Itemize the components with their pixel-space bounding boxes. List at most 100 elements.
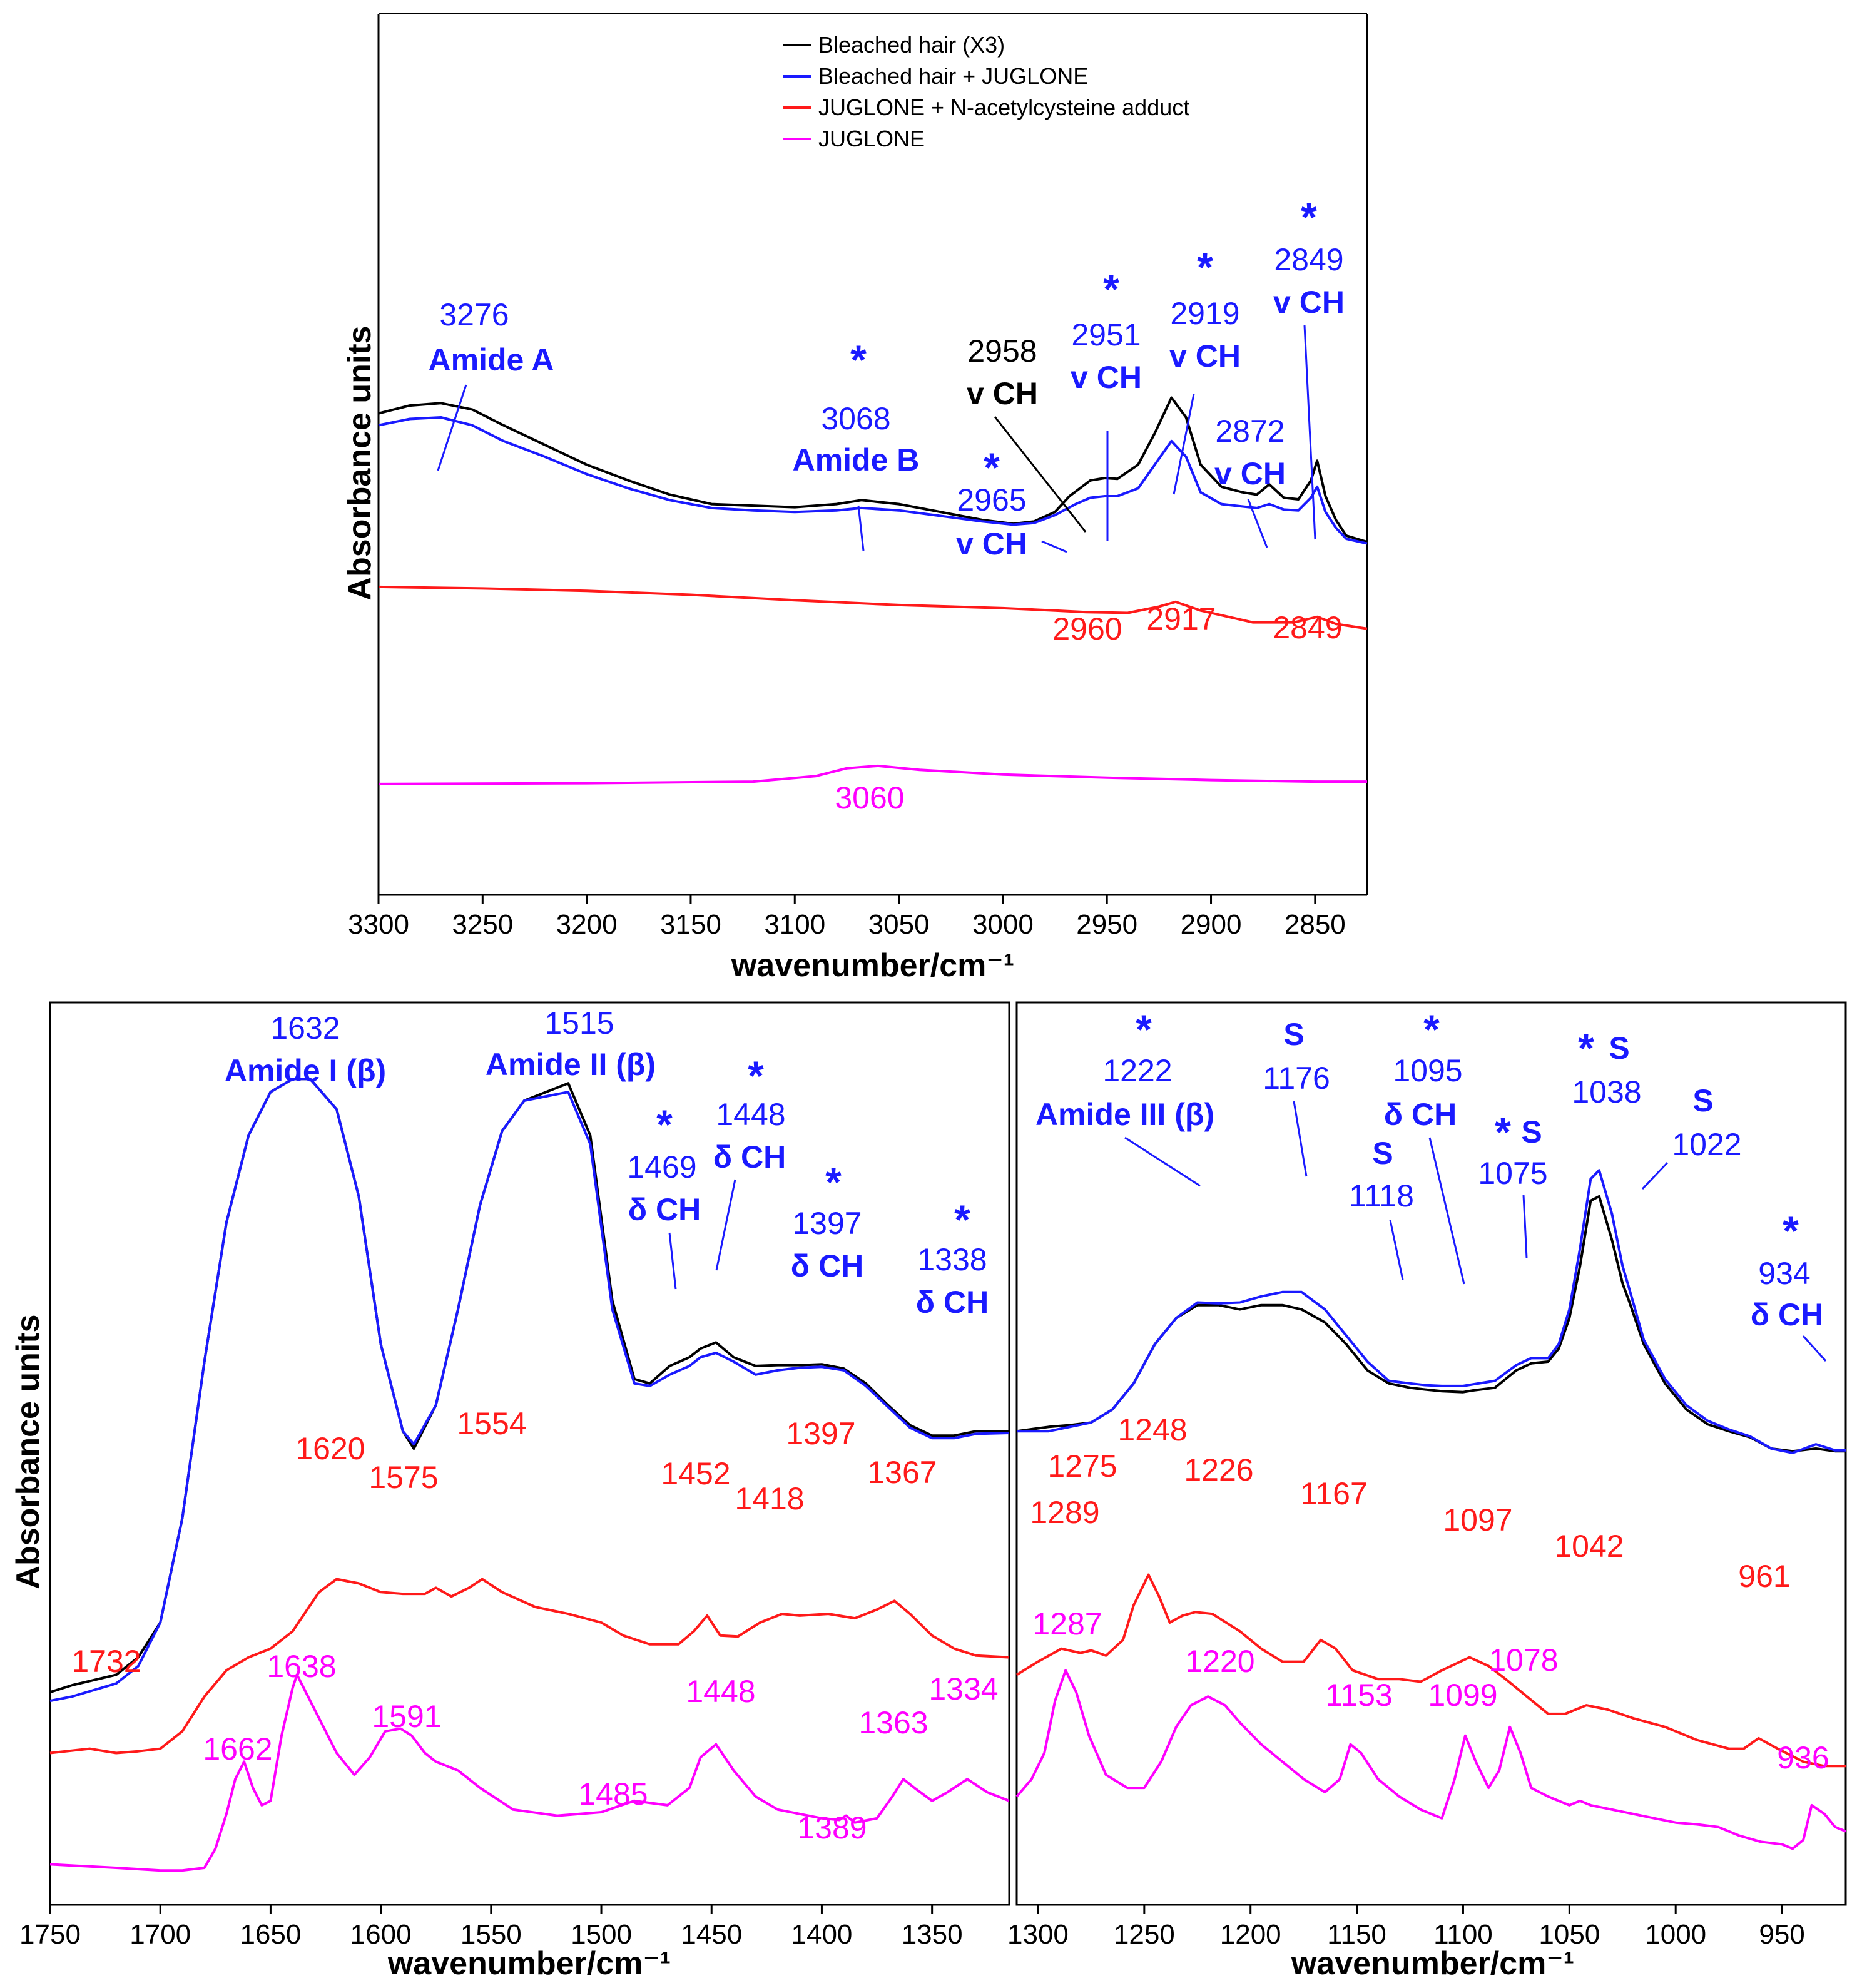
peak-assignment: v CH bbox=[1273, 285, 1345, 320]
peak-label: 2849 bbox=[1273, 610, 1342, 645]
x-tick-label: 3300 bbox=[348, 909, 409, 940]
peak-assignment: v CH bbox=[956, 526, 1027, 561]
peak-assignment: δ CH bbox=[791, 1248, 863, 1283]
peak-assignment: S bbox=[1521, 1114, 1542, 1149]
peak-label: 1389 bbox=[797, 1810, 867, 1845]
bottom-left-annotations: 1632 Amide I (β) 1515 Amide II (β) * 146… bbox=[71, 1006, 998, 1845]
peak-assignment: Amide II (β) bbox=[486, 1047, 656, 1082]
peak-label: 1334 bbox=[928, 1671, 998, 1706]
x-axis-title-bottom-right: wavenumber/cm⁻¹ bbox=[1291, 1945, 1574, 1982]
peak-label: 2958 bbox=[967, 334, 1037, 369]
x-tick-label: 1100 bbox=[1433, 1919, 1493, 1950]
asterisk: * bbox=[656, 1101, 673, 1148]
x-tick-label: 2850 bbox=[1285, 909, 1346, 940]
peak-label: 1176 bbox=[1263, 1061, 1330, 1096]
peak-assignment: Amide A bbox=[429, 342, 554, 377]
leader-line bbox=[1428, 1137, 1465, 1285]
peak-label: 2965 bbox=[957, 482, 1026, 517]
x-tick-label: 1750 bbox=[19, 1919, 81, 1950]
peak-label: 2960 bbox=[1052, 611, 1122, 646]
peak-label: 1363 bbox=[858, 1705, 928, 1740]
peak-label: 1452 bbox=[661, 1456, 730, 1491]
peak-label: 1099 bbox=[1428, 1678, 1497, 1713]
x-tick-label: 1600 bbox=[350, 1919, 412, 1950]
series-line-juglone bbox=[49, 1673, 1010, 1872]
top-panel: 3300 3250 3200 3150 3100 3050 3000 2950 2900 2850 bbox=[348, 13, 1368, 940]
asterisk: * bbox=[1103, 266, 1119, 312]
x-axis-title-top: wavenumber/cm⁻¹ bbox=[731, 947, 1014, 984]
bottom-right-panel: 1300 1250 1200 1150 1100 1050 1000 950 bbox=[1007, 1001, 1847, 1950]
asterisk: * bbox=[1495, 1109, 1511, 1155]
leader-line bbox=[715, 1179, 736, 1271]
leader-line bbox=[1041, 540, 1067, 553]
x-tick-label: 1150 bbox=[1327, 1919, 1386, 1950]
top-series bbox=[378, 396, 1368, 785]
asterisk: * bbox=[850, 337, 867, 383]
peak-label: 1632 bbox=[270, 1011, 340, 1046]
peak-label: 1418 bbox=[735, 1481, 804, 1516]
bottom-left-series bbox=[49, 1078, 1010, 1872]
x-tick-label: 1000 bbox=[1645, 1919, 1706, 1950]
peak-label: 1075 bbox=[1478, 1156, 1547, 1191]
legend-label: JUGLONE bbox=[818, 126, 925, 151]
asterisk: * bbox=[1423, 1006, 1440, 1053]
series-line-juglone bbox=[1015, 1669, 1846, 1850]
peak-label: 1638 bbox=[267, 1649, 336, 1684]
peak-assignment: v CH bbox=[967, 376, 1038, 411]
peak-assignment: δ CH bbox=[1384, 1097, 1457, 1132]
peak-assignment: S bbox=[1283, 1017, 1304, 1052]
peak-label: 1591 bbox=[372, 1699, 441, 1734]
peak-label: 2917 bbox=[1146, 601, 1216, 636]
peak-assignment: δ CH bbox=[628, 1192, 701, 1227]
legend-label: Bleached hair + JUGLONE bbox=[818, 63, 1088, 89]
bottom-left-frame bbox=[49, 1001, 1010, 1906]
peak-assignment: Amide I (β) bbox=[225, 1053, 386, 1088]
peak-label: 1022 bbox=[1672, 1127, 1741, 1162]
leader-line bbox=[1802, 1335, 1827, 1362]
peak-label: 1275 bbox=[1047, 1449, 1117, 1484]
peak-label: 1515 bbox=[544, 1006, 614, 1041]
leader-line bbox=[1293, 1101, 1308, 1177]
peak-assignment: S bbox=[1692, 1083, 1713, 1118]
x-tick-label: 3050 bbox=[868, 909, 930, 940]
bottom-right-series bbox=[1015, 1169, 1846, 1850]
peak-label: 1042 bbox=[1554, 1529, 1624, 1564]
leader-line bbox=[1247, 499, 1268, 548]
peak-label: 1038 bbox=[1572, 1074, 1641, 1109]
peak-assignment: Amide III (β) bbox=[1035, 1097, 1214, 1132]
leader-line bbox=[857, 505, 865, 551]
bottom-left-panel: 1750 1700 1650 1600 1550 1500 1450 1400 1350 bbox=[19, 1001, 1010, 1950]
peak-label: 1222 bbox=[1102, 1053, 1172, 1088]
x-tick-label: 3250 bbox=[452, 909, 513, 940]
peak-assignment: v CH bbox=[1071, 360, 1142, 395]
peak-assignment: S bbox=[1372, 1136, 1393, 1171]
peak-label: 936 bbox=[1777, 1740, 1829, 1775]
peak-label: 1226 bbox=[1184, 1452, 1253, 1487]
peak-label: 1397 bbox=[792, 1206, 862, 1241]
x-tick-label: 1550 bbox=[460, 1919, 522, 1950]
peak-label: 934 bbox=[1758, 1256, 1810, 1291]
peak-label: 961 bbox=[1738, 1559, 1790, 1594]
asterisk: * bbox=[1197, 244, 1213, 290]
x-tick-label: 1200 bbox=[1220, 1919, 1281, 1950]
peak-assignment: δ CH bbox=[713, 1139, 786, 1175]
x-tick-label: 1300 bbox=[1007, 1919, 1069, 1950]
x-tick-label: 1650 bbox=[240, 1919, 301, 1950]
asterisk: * bbox=[1783, 1208, 1799, 1254]
asterisk: * bbox=[1136, 1006, 1152, 1053]
peak-label: 1153 bbox=[1325, 1678, 1393, 1713]
peak-label: 1367 bbox=[867, 1455, 937, 1490]
legend-label: Bleached hair (X3) bbox=[818, 32, 1005, 58]
asterisk: * bbox=[825, 1159, 842, 1205]
peak-label: 3068 bbox=[821, 401, 890, 436]
peak-label: 1485 bbox=[578, 1776, 648, 1812]
bottom-left-x-ticks: 1750 1700 1650 1600 1550 1500 1450 1400 1350 bbox=[19, 1905, 963, 1950]
series-line-juglone-n-acetylcysteine-adduct bbox=[49, 1578, 1010, 1755]
leader-line bbox=[1173, 394, 1195, 495]
series-line-bleached-hair-juglone bbox=[49, 1078, 1010, 1703]
peak-label: 1448 bbox=[716, 1097, 785, 1132]
peak-label: 1448 bbox=[686, 1674, 755, 1709]
peak-label: 1095 bbox=[1393, 1053, 1462, 1088]
peak-label: 1287 bbox=[1032, 1606, 1102, 1641]
